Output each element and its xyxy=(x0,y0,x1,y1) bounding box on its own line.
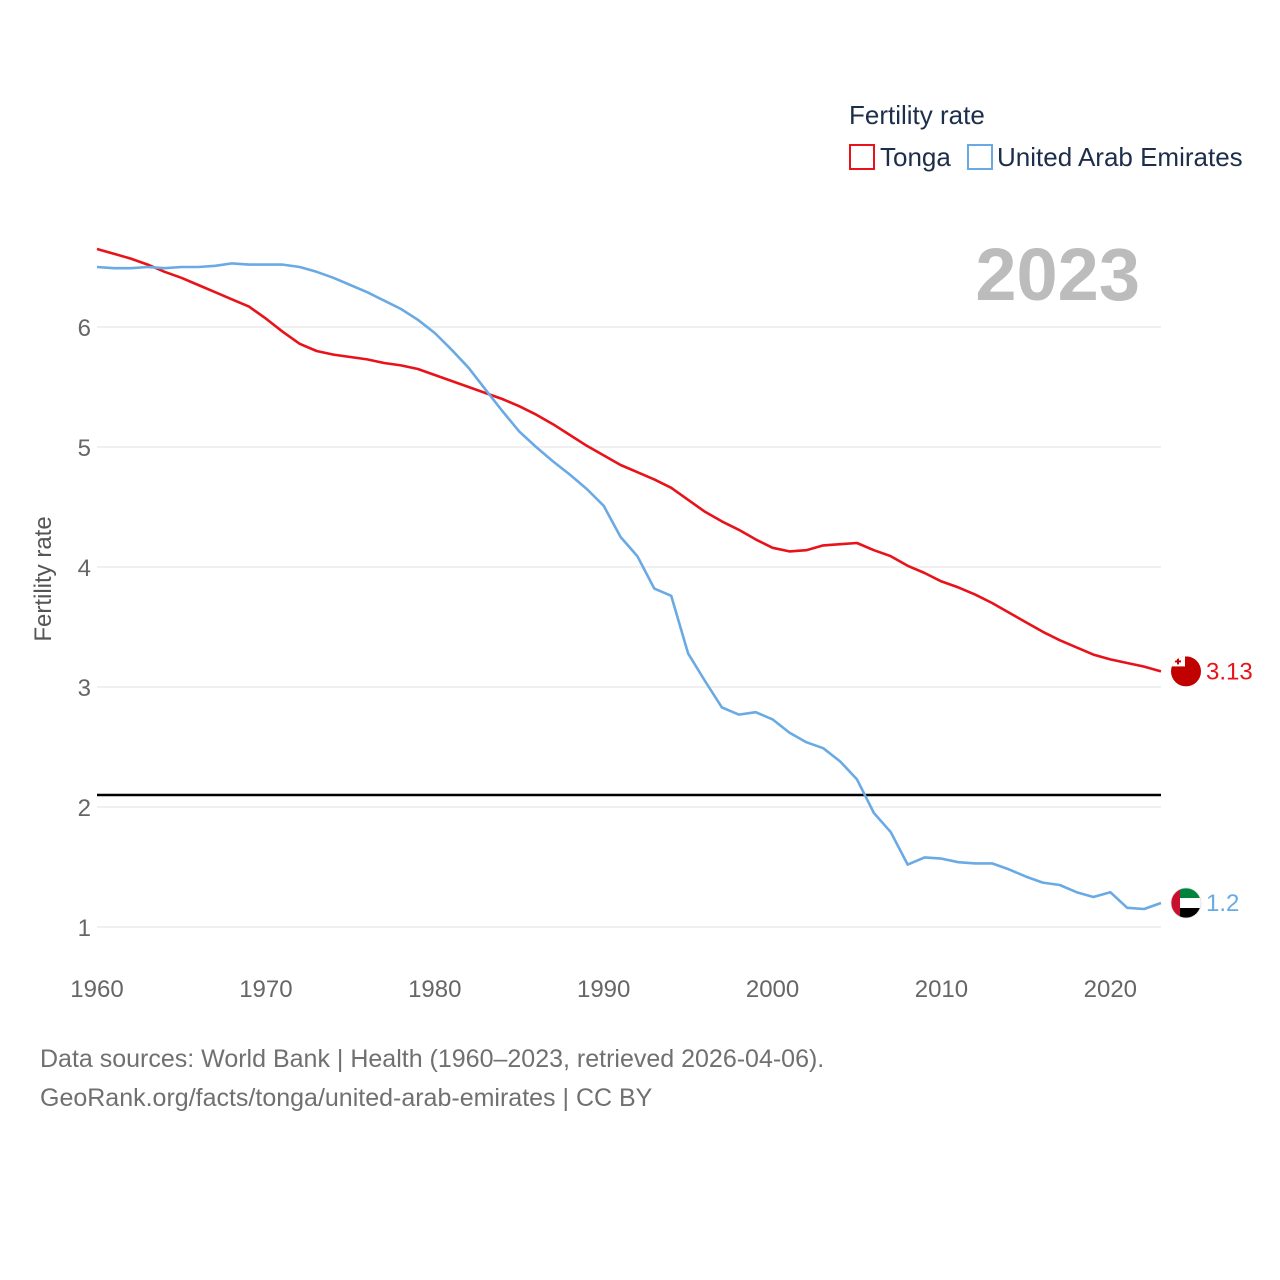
y-axis-title: Fertility rate xyxy=(30,516,57,641)
x-tick-label: 1970 xyxy=(239,976,292,1003)
y-axis-ticks: 1 2 3 4 5 6 xyxy=(78,315,91,942)
legend-title: Fertility rate xyxy=(849,100,985,130)
uae-end-marker: 1.2 xyxy=(1170,887,1239,919)
legend-label-uae[interactable]: United Arab Emirates xyxy=(997,142,1243,172)
x-tick-label: 1980 xyxy=(408,976,461,1003)
y-tick-label: 5 xyxy=(78,435,91,462)
x-tick-label: 2010 xyxy=(915,976,968,1003)
series-lines xyxy=(96,247,1162,911)
data-source-note: Data sources: World Bank | Health (1960–… xyxy=(40,1045,825,1073)
tonga-end-marker: 3.13 xyxy=(1171,656,1253,687)
x-tick-label: 1990 xyxy=(577,976,630,1003)
y-tick-label: 6 xyxy=(78,315,91,342)
tonga-flag-icon xyxy=(1171,656,1201,687)
uae-flag-icon xyxy=(1170,887,1202,919)
series-line-tonga[interactable] xyxy=(96,247,1162,673)
x-tick-label: 2000 xyxy=(746,976,799,1003)
source-link[interactable]: GeoRank.org/facts/tonga/united-arab-emir… xyxy=(40,1084,653,1112)
series-line-uae[interactable] xyxy=(96,262,1162,911)
uae-end-value: 1.2 xyxy=(1206,890,1239,917)
x-axis-ticks: 1960 1970 1980 1990 2000 2010 2020 xyxy=(70,976,1137,1003)
legend-swatch-tonga[interactable] xyxy=(849,144,875,170)
legend: Fertility rate Tonga United Arab Emirate… xyxy=(849,100,1243,172)
year-label: 2023 xyxy=(975,233,1140,316)
footer: Data sources: World Bank | Health (1960–… xyxy=(40,1040,824,1118)
y-tick-label: 3 xyxy=(78,675,91,702)
y-tick-label: 4 xyxy=(78,555,91,582)
x-tick-label: 2020 xyxy=(1084,976,1137,1003)
legend-label-tonga[interactable]: Tonga xyxy=(880,142,951,172)
y-tick-label: 1 xyxy=(78,915,91,942)
y-tick-label: 2 xyxy=(78,795,91,822)
x-tick-label: 1960 xyxy=(70,976,123,1003)
tonga-end-value: 3.13 xyxy=(1206,658,1253,685)
gridlines xyxy=(97,326,1161,928)
legend-swatch-uae[interactable] xyxy=(967,144,993,170)
